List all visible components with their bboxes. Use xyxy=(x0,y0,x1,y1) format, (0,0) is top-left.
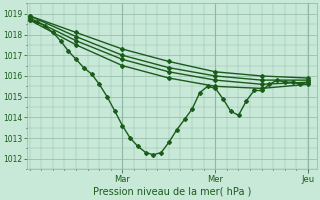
X-axis label: Pression niveau de la mer( hPa ): Pression niveau de la mer( hPa ) xyxy=(92,187,251,197)
